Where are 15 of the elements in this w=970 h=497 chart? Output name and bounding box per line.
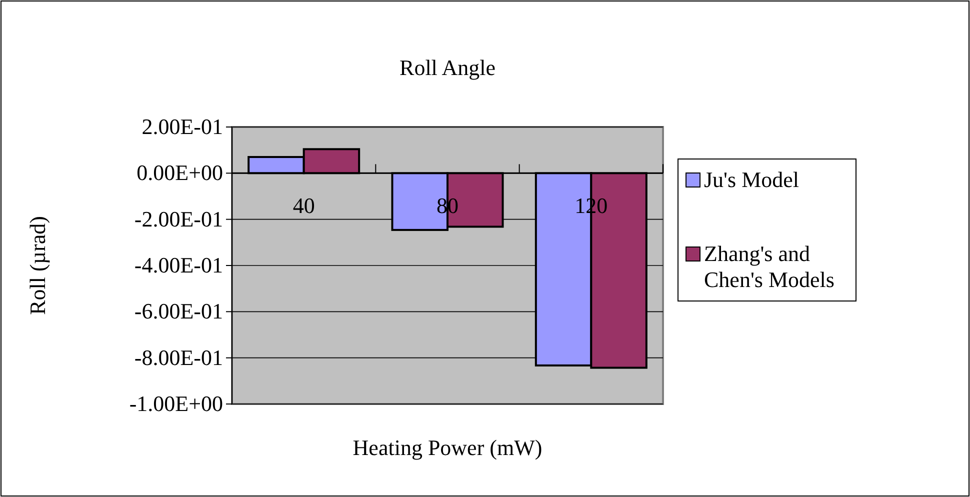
- x-axis-title: Heating Power (mW): [352, 435, 542, 460]
- y-tick-label: 2.00E-01: [142, 114, 223, 140]
- legend-label: Ju's Model: [704, 167, 800, 192]
- y-tick-label: -2.00E-01: [134, 206, 223, 232]
- y-tick-label: -1.00E+00: [129, 391, 223, 416]
- y-axis-title: Roll (µrad): [25, 216, 50, 315]
- y-tick-label: -6.00E-01: [134, 298, 223, 324]
- y-tick-label: -4.00E-01: [134, 252, 223, 278]
- x-tick-label: 80: [436, 193, 458, 218]
- x-tick-label: 40: [292, 193, 315, 218]
- y-tick-label: -8.00E-01: [134, 344, 223, 370]
- legend-label: Zhang's and Chen's Models: [704, 241, 834, 292]
- y-tick-label: 0.00E+00: [136, 160, 223, 186]
- x-tick-label: 120: [574, 193, 608, 218]
- chart-title: Roll Angle: [400, 55, 496, 80]
